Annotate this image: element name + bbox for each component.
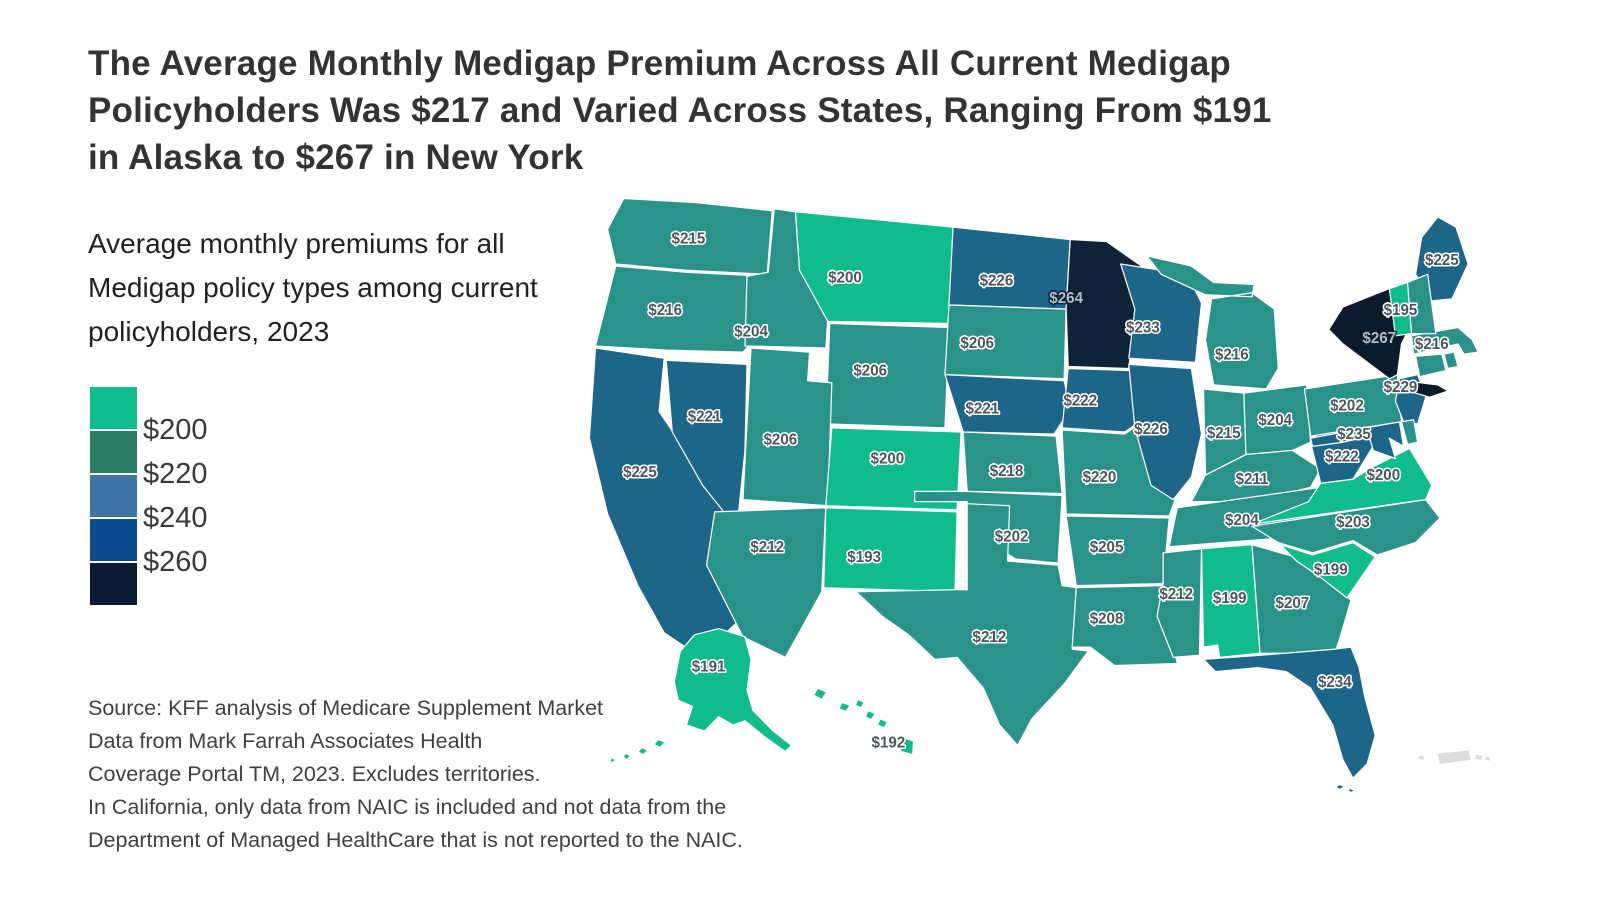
state-hi[interactable] [813,687,915,756]
subtitle-line-2: Medigap policy types among current [88,272,538,303]
territory-puerto-rico [1418,750,1491,764]
state-value-label-ma: $216 [1415,336,1449,353]
state-value-label-hi: $192 [872,734,906,751]
state-value-label-nm: $193 [847,549,881,566]
state-value-label-nj: $229 [1384,379,1418,396]
state-ak[interactable] [609,628,793,764]
map-legend: $200 $220 $240 $260 [90,387,330,617]
us-choropleth-map: $215 $216 $225 $221 $204 $200 $206 $206 $200 $212… [588,197,1491,794]
state-value-label-wy: $206 [853,363,887,380]
state-ny[interactable] [1328,283,1449,398]
state-value-label-ut: $206 [763,431,797,448]
source-line-5: Department of Managed HealthCare that is… [88,828,743,852]
state-value-label-ks: $218 [990,463,1024,480]
source-line-1: Source: KFF analysis of Medicare Supplem… [88,696,604,720]
state-value-label-ms: $212 [1159,586,1193,603]
legend-swatch-1 [90,431,137,473]
title-line-1: The Average Monthly Medigap Premium Acro… [88,44,1231,83]
state-value-label-wv: $222 [1325,449,1359,466]
state-value-label-md: $235 [1337,426,1371,443]
state-value-label-tn: $204 [1225,512,1259,529]
state-value-label-sd: $206 [960,335,994,352]
source-line-2: Data from Mark Farrah Associates Health [88,729,483,753]
state-value-label-nc: $203 [1336,514,1370,531]
state-va[interactable] [1251,447,1433,525]
state-il[interactable] [1128,363,1203,501]
state-value-label-il: $226 [1134,421,1168,438]
legend-label-220: $220 [143,458,208,490]
figure-title: The Average Monthly Medigap Premium Acro… [88,40,1418,181]
state-ct[interactable] [1415,353,1447,378]
state-value-label-mn: $264 [1049,290,1083,307]
legend-swatch-4 [90,563,137,605]
state-de[interactable] [1400,419,1419,445]
state-value-label-mo: $220 [1083,469,1117,486]
state-value-label-wi: $233 [1126,320,1160,337]
state-value-label-vt: $195 [1384,302,1418,319]
state-ri[interactable] [1443,351,1459,370]
state-value-label-co: $200 [871,451,905,468]
state-sc[interactable] [1279,541,1376,599]
state-value-label-oh: $204 [1258,412,1292,429]
state-nh[interactable] [1406,273,1437,335]
subtitle-line-1: Average monthly premiums for all [88,228,505,259]
legend-swatch-0 [90,387,137,429]
legend-label-260: $260 [143,546,208,578]
state-value-label-ne: $221 [965,400,999,417]
state-value-label-az: $212 [750,539,784,556]
state-value-label-ky: $211 [1236,471,1269,488]
source-line-4: In California, only data from NAIC is in… [88,795,727,819]
state-value-label-nv: $221 [688,409,722,426]
state-tx[interactable] [855,503,1089,747]
state-mt[interactable] [794,211,954,325]
state-value-label-pa: $202 [1330,397,1364,414]
state-value-label-ak: $191 [692,659,726,676]
state-value-label-or: $216 [648,302,682,319]
legend-label-240: $240 [143,502,208,534]
state-value-label-ia: $222 [1063,392,1097,409]
state-value-label-fl: $234 [1318,674,1352,691]
subtitle-line-3: policyholders, 2023 [88,316,330,347]
state-wy[interactable] [825,322,950,429]
legend-label-200: $200 [143,414,208,446]
source-note: Source: KFF analysis of Medicare Supplem… [88,692,788,857]
state-co[interactable] [825,427,962,511]
state-wa[interactable] [607,197,773,275]
state-value-label-mi: $216 [1215,346,1249,363]
state-mi[interactable] [1146,255,1279,390]
legend-swatch-3 [90,519,137,561]
state-fl[interactable] [1202,646,1376,794]
state-value-label-ga: $207 [1276,595,1310,612]
state-nc[interactable] [1251,498,1441,556]
state-value-label-nd: $226 [980,272,1014,289]
state-value-label-ca: $225 [623,464,657,481]
state-value-label-mt: $200 [828,269,862,286]
state-ut[interactable] [742,347,833,507]
state-value-label-sc: $199 [1314,561,1348,578]
title-line-2: Policyholders Was $217 and Varied Across… [88,91,1272,130]
state-value-label-va: $200 [1366,467,1400,484]
state-value-label-ok: $202 [995,528,1029,545]
legend-swatch-2 [90,475,137,517]
state-md[interactable] [1309,421,1405,460]
state-ks[interactable] [962,431,1063,495]
us-map-container: $215 $216 $225 $221 $204 $200 $206 $206 $200 $212… [545,178,1555,813]
state-value-label-ar: $205 [1090,539,1124,556]
state-value-label-me: $225 [1425,252,1459,269]
state-sd[interactable] [944,304,1067,380]
state-value-label-tx: $212 [973,629,1007,646]
state-value-label-id: $204 [734,324,768,341]
state-value-label-in: $215 [1207,425,1241,442]
state-nm[interactable] [823,507,958,593]
state-oh[interactable] [1243,384,1312,456]
title-line-3: in Alaska to $267 in New York [88,138,584,177]
state-ne[interactable] [944,374,1071,435]
source-line-3: Coverage Portal TM, 2023. Excludes terri… [88,762,541,786]
figure-subtitle: Average monthly premiums for all Medigap… [88,222,648,354]
state-value-label-wa: $215 [672,230,706,247]
state-value-label-la: $208 [1090,610,1124,627]
state-value-label-al: $199 [1213,590,1247,607]
state-value-label-ny: $267 [1362,330,1396,347]
